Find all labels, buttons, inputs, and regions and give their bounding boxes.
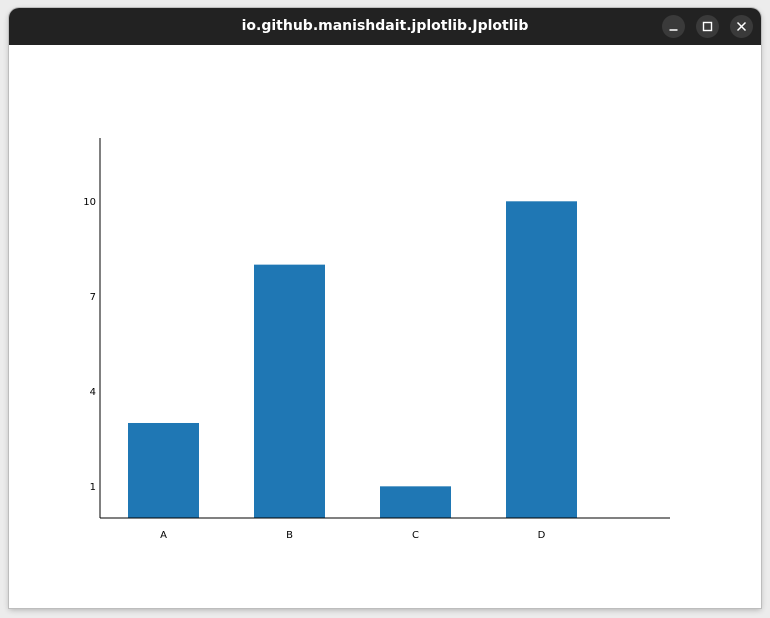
y-tick-label: 10: [83, 197, 96, 208]
bar-C: [380, 486, 451, 518]
bar-A: [128, 422, 199, 518]
x-tick-label: B: [286, 530, 293, 541]
maximize-button[interactable]: [696, 15, 719, 38]
minimize-button[interactable]: [662, 15, 685, 38]
maximize-icon: [702, 21, 713, 32]
x-ticks-group: A B C D: [160, 530, 546, 541]
app-window: io.github.manishdait.jplotlib.Jplotlib 1…: [9, 8, 761, 608]
close-button[interactable]: [730, 15, 753, 38]
plot-canvas: 1 4 7 10 A B C D: [9, 45, 761, 608]
title-bar: io.github.manishdait.jplotlib.Jplotlib: [9, 8, 761, 45]
minimize-icon: [669, 29, 678, 31]
y-tick-label: 4: [90, 387, 96, 398]
y-tick-label: 7: [90, 292, 96, 303]
axes-group: [99, 137, 670, 519]
close-icon: [736, 21, 747, 32]
x-tick-label: C: [412, 530, 419, 541]
window-title: io.github.manishdait.jplotlib.Jplotlib: [241, 18, 529, 34]
x-tick-label: A: [160, 530, 167, 541]
bars-group: [128, 201, 577, 519]
bar-D: [506, 201, 577, 519]
bar-B: [254, 264, 325, 518]
x-tick-label: D: [538, 530, 546, 541]
y-ticks-group: 1 4 7 10: [83, 197, 96, 493]
y-tick-label: 1: [90, 482, 96, 493]
bar-chart: 1 4 7 10 A B C D: [83, 137, 670, 541]
